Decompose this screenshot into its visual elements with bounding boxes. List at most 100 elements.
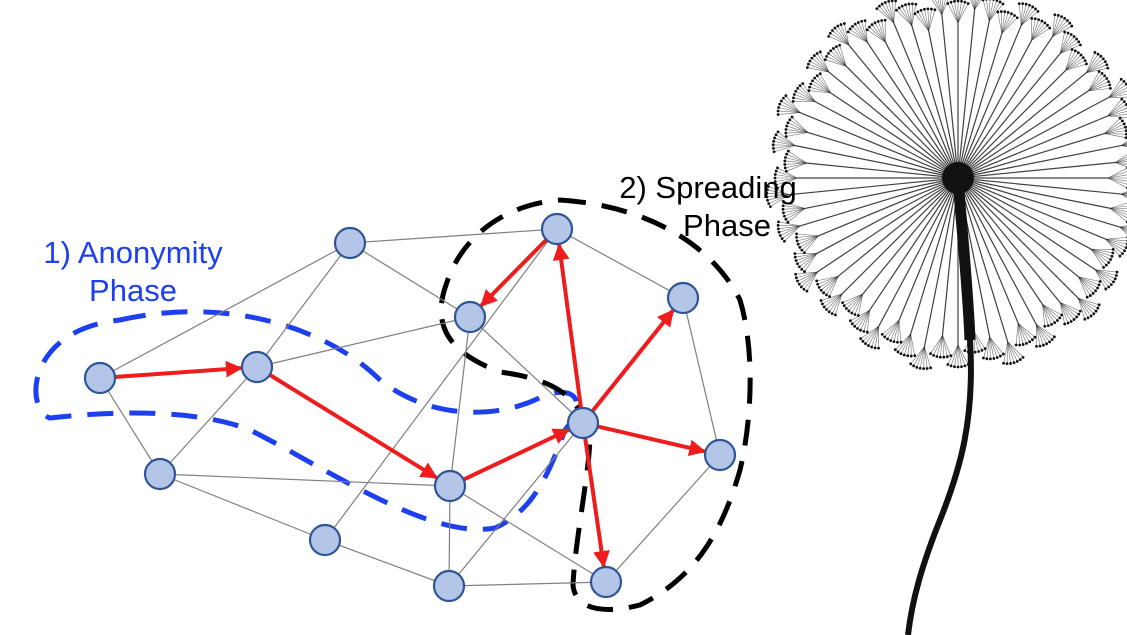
dandelion-seed-hair [919, 346, 925, 369]
dandelion-seed-hair [930, 335, 943, 354]
dandelion-seed-hair [858, 293, 864, 316]
dandelion-seed-dot [1053, 335, 1056, 339]
dandelion-seed-hair [1036, 324, 1053, 340]
dandelion-seed-hair [908, 4, 913, 26]
dandelion-seed-hair [1078, 276, 1091, 296]
dandelion-seed-hair [869, 26, 886, 43]
graph-node [589, 565, 623, 599]
dandelion-seed-dot [1066, 19, 1069, 22]
dandelion-ray [910, 177, 959, 335]
dandelion-seed-hair [1104, 130, 1127, 134]
dandelion-seed-dot [810, 56, 814, 60]
dandelion-seed-dot [865, 28, 869, 32]
graph-edge [469, 316, 584, 424]
dandelion-seed-hair [970, 0, 975, 10]
dandelion-seed-dot [912, 364, 915, 368]
dandelion-ray [788, 177, 959, 196]
dandelion-seed-hair [817, 75, 832, 94]
dandelion-seed-hair [1015, 323, 1019, 345]
dandelion-seed-hair [1105, 237, 1127, 240]
dandelion-seed-hair [817, 276, 839, 285]
dandelion-seed-dot [1077, 312, 1081, 316]
dandelion-seed-hair [1017, 322, 1024, 345]
dandelion-seed-hair [1095, 269, 1117, 276]
dandelion-seed-hair [868, 326, 880, 346]
dandelion-seed-dot [1009, 362, 1012, 365]
dandelion-seed-dot [1123, 249, 1126, 253]
dandelion-seed-hair [947, 344, 959, 365]
dandelion-ray [830, 92, 959, 179]
dandelion-seed-dot [825, 55, 829, 58]
dandelion-seed-hair [1003, 341, 1008, 364]
dandelion-seed-dot [1015, 16, 1019, 20]
dandelion-seed-hair [814, 55, 830, 73]
dandelion-seed-hair [816, 276, 839, 282]
dandelion-ray [869, 177, 959, 311]
dandelion-seed-dot [1063, 322, 1067, 326]
dandelion-seed-dot [767, 202, 771, 205]
dandelion-seed-hair [1065, 63, 1087, 71]
dandelion-seed-dot [805, 66, 809, 69]
dandelion-seed-dot [783, 163, 787, 166]
dandelion-seed-hair [954, 344, 959, 367]
dandelion-seed-dot [856, 327, 859, 330]
dandelion-seed-dot [913, 12, 917, 16]
dandelion-seed-hair [1108, 83, 1127, 98]
dandelion-seed-dot [880, 19, 884, 22]
dandelion-seed-dot [1018, 343, 1022, 347]
dandelion-seed-hair [923, 346, 925, 369]
dandelion-seed-dot [820, 302, 824, 306]
dandelion-seed-hair [1088, 75, 1105, 91]
dandelion-seed-hair [865, 325, 880, 344]
dandelion-seed-hair [851, 293, 864, 314]
dandelion-seed-dot [1002, 361, 1005, 365]
dandelion-seed-hair [778, 225, 801, 233]
dandelion-seed-hair [809, 60, 830, 73]
dandelion-ray [957, 177, 1096, 271]
dandelion-seed-hair [1078, 297, 1099, 309]
dandelion-seed-hair [1090, 248, 1109, 263]
dandelion-seed-hair [1059, 32, 1069, 54]
dandelion-seed-dot [1094, 309, 1098, 313]
dandelion-seed-dot [1112, 280, 1115, 284]
dandelion-seed-hair [1020, 5, 1030, 26]
dandelion-seed-hair [1086, 56, 1102, 73]
dandelion-seed-dot [802, 251, 806, 255]
dandelion-seed-dot [796, 242, 800, 246]
dandelion-seed-dot [836, 24, 840, 28]
dandelion-seed-hair [773, 144, 796, 146]
dandelion-seed-dot [834, 313, 837, 317]
dandelion-seed-dot [1046, 23, 1049, 27]
dandelion-seed-dot [1038, 344, 1042, 348]
dandelion-seed-hair [836, 46, 847, 67]
dandelion-seed-dot [919, 8, 923, 12]
dandelion-seed-hair [1042, 304, 1049, 326]
dandelion-seed-hair [819, 51, 830, 73]
dandelion-seed-hair [973, 0, 975, 10]
dandelion-seed-hair [796, 271, 818, 279]
dandelion-seed-hair [1086, 61, 1106, 73]
dandelion-seed-hair [864, 20, 868, 43]
dandelion-seed-hair [1108, 87, 1127, 98]
dandelion-seed-hair [950, 344, 959, 366]
dandelion-seed-hair [1078, 276, 1101, 282]
dandelion-ray [957, 90, 1089, 179]
dandelion-seed-hair [1052, 15, 1059, 37]
dandelion-seed-dot [1124, 82, 1127, 86]
dandelion-seed-hair [913, 346, 925, 366]
dandelion-seed-hair [1059, 302, 1065, 325]
dandelion-seed-hair [874, 22, 886, 43]
dandelion-seed-hair [798, 235, 819, 245]
dandelion-seed-dot [906, 354, 910, 358]
dandelion-seed-hair [1108, 79, 1122, 98]
dandelion-seed-hair [799, 235, 819, 248]
dandelion-ray [893, 22, 959, 179]
dandelion-seed-dot [863, 19, 867, 23]
dandelion-seed-hair [957, 344, 966, 366]
dandelion-seed-hair [1115, 162, 1127, 168]
dandelion-seed-dot [876, 19, 880, 23]
dandelion-seed-hair [1105, 238, 1125, 252]
dandelion-seed-dot [1097, 283, 1101, 287]
dandelion-seed-dot [1099, 54, 1103, 58]
dandelion-seed-hair [874, 326, 880, 348]
